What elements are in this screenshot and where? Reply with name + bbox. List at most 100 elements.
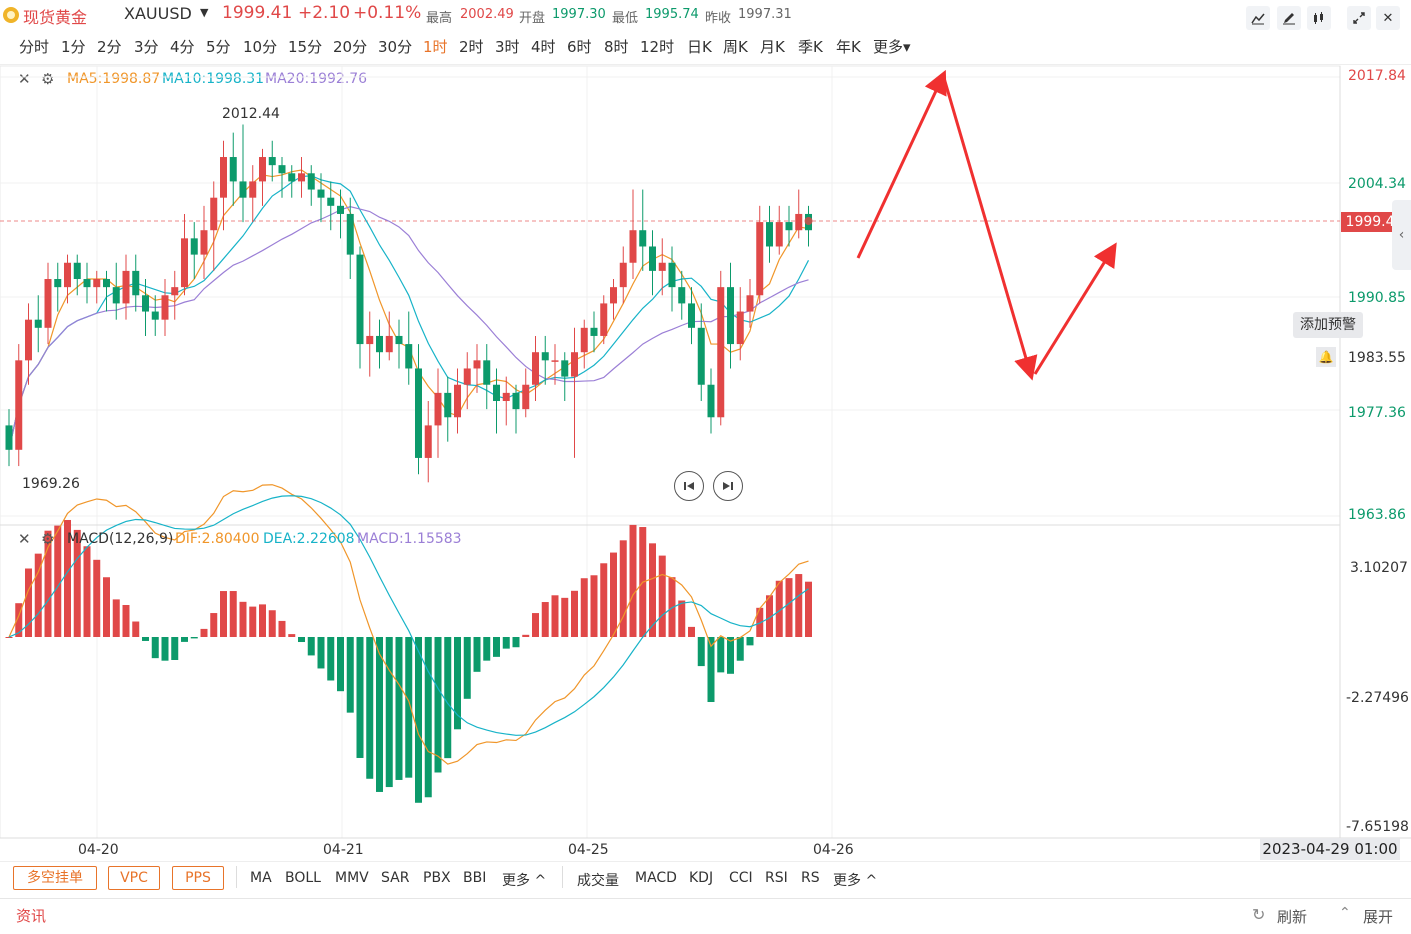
- main-indicator-item[interactable]: BOLL: [285, 870, 321, 886]
- period-tab[interactable]: 12时: [640, 38, 675, 56]
- sub-indicator-item[interactable]: 更多 ^: [833, 873, 878, 889]
- main-indicator-item[interactable]: PBX: [423, 870, 451, 886]
- candle-body: [756, 222, 764, 296]
- collapse-panel-icon[interactable]: ‹: [1392, 200, 1411, 270]
- macd-bar: [356, 637, 364, 758]
- period-tab[interactable]: 1分: [61, 38, 86, 56]
- macd-settings-icon[interactable]: ⚙: [41, 530, 55, 548]
- period-tab[interactable]: 1时: [423, 38, 448, 56]
- expand-button[interactable]: 展开: [1363, 908, 1394, 926]
- period-tab[interactable]: 20分: [333, 38, 368, 56]
- expand-icon[interactable]: ⌃: [1339, 905, 1351, 921]
- period-tab[interactable]: 4分: [170, 38, 195, 56]
- period-tab[interactable]: 8时: [604, 38, 629, 56]
- period-tab[interactable]: 4时: [531, 38, 556, 56]
- main-indicator-item[interactable]: BBI: [463, 870, 487, 886]
- main-indicator-item[interactable]: 更多 ^: [502, 873, 547, 889]
- candle-body: [502, 392, 510, 402]
- period-tab[interactable]: 更多▾: [873, 38, 911, 56]
- order-book-tag-button[interactable]: 多空挂单: [13, 866, 97, 890]
- period-tab[interactable]: 15分: [288, 38, 323, 56]
- period-tab[interactable]: 年K: [836, 38, 861, 56]
- main-indicator-item[interactable]: MA: [250, 870, 272, 886]
- sub-indicator-item[interactable]: CCI: [729, 870, 753, 886]
- close-indicator-icon[interactable]: ✕: [18, 70, 31, 88]
- period-tab[interactable]: 月K: [760, 38, 785, 56]
- candle-body: [15, 360, 23, 450]
- pencil-icon[interactable]: [1277, 6, 1301, 30]
- sub-indicator-item[interactable]: MACD: [635, 870, 677, 886]
- period-tab[interactable]: 周K: [723, 38, 748, 56]
- sub-indicator-item[interactable]: RSI: [765, 870, 788, 886]
- period-tabs: 分时 1分 2分 3分 4分 5分 10分 15分 20分 30分 1时 2时 3时 4时 6时 8时 12时日…: [0, 36, 1000, 58]
- candle-body: [600, 303, 608, 336]
- macd-bar: [522, 634, 530, 637]
- close-macd-icon[interactable]: ✕: [18, 530, 31, 548]
- period-tab[interactable]: 3时: [495, 38, 520, 56]
- period-tab[interactable]: 日K: [687, 38, 712, 56]
- next-page-icon[interactable]: [713, 471, 743, 501]
- vpc-tag-button[interactable]: VPC: [108, 866, 160, 890]
- period-tab[interactable]: 2时: [459, 38, 484, 56]
- candle-body: [376, 335, 383, 353]
- draw-line-icon[interactable]: [1246, 6, 1270, 30]
- price-axis-label: 1990.85: [1348, 290, 1406, 306]
- prev-page-icon[interactable]: [674, 471, 704, 501]
- close-icon[interactable]: ✕: [1376, 6, 1400, 30]
- period-tab[interactable]: 5分: [206, 38, 231, 56]
- period-tab[interactable]: 分时: [19, 38, 50, 56]
- macd-bar: [83, 546, 91, 637]
- macd-bar: [15, 603, 23, 637]
- up-arrow: [1033, 242, 1117, 375]
- sub-indicator-item[interactable]: 成交量: [577, 873, 619, 889]
- settings-icon[interactable]: ⚙: [41, 70, 55, 88]
- instrument-name[interactable]: 现货黄金: [23, 8, 88, 27]
- macd-bar: [288, 634, 296, 637]
- period-tab[interactable]: 季K: [798, 38, 823, 56]
- sub-indicator-item[interactable]: RS: [801, 870, 820, 886]
- bell-icon[interactable]: 🔔: [1316, 347, 1336, 367]
- symbol-dropdown-icon[interactable]: ▼: [200, 6, 209, 19]
- macd-bar: [64, 519, 71, 637]
- news-tab[interactable]: 资讯: [16, 907, 47, 925]
- down-arrow: [942, 77, 1038, 381]
- candle-body: [571, 352, 578, 377]
- candle-body: [103, 279, 110, 288]
- refresh-button[interactable]: 刷新: [1277, 908, 1308, 926]
- candle-body: [317, 189, 325, 198]
- pps-tag-button[interactable]: PPS: [172, 866, 224, 890]
- macd-bar: [551, 595, 559, 637]
- chart-high-label: 2012.44: [222, 106, 280, 122]
- main-indicator-item[interactable]: SAR: [381, 870, 410, 886]
- macd-value: MACD:1.15583: [357, 531, 462, 547]
- period-tab[interactable]: 10分: [243, 38, 278, 56]
- macd-dif: DIF:2.80400: [175, 531, 260, 547]
- high-label: 最高: [426, 11, 453, 26]
- refresh-icon[interactable]: ↻: [1252, 905, 1266, 924]
- alert-price-label: 1983.55: [1348, 350, 1406, 366]
- sub-indicator-item[interactable]: KDJ: [689, 870, 714, 886]
- macd-bar: [307, 637, 315, 656]
- macd-bar: [249, 606, 257, 637]
- candle-body: [327, 197, 335, 206]
- period-tab[interactable]: 2分: [97, 38, 122, 56]
- candle-body: [697, 327, 705, 385]
- candle-body: [717, 287, 725, 418]
- candle-style-icon[interactable]: [1307, 6, 1331, 30]
- add-alert-button[interactable]: 添加预警: [1293, 312, 1363, 338]
- macd-bar: [220, 591, 227, 637]
- period-tab[interactable]: 30分: [378, 38, 413, 56]
- main-indicator-item[interactable]: MMV: [335, 870, 369, 886]
- period-tab[interactable]: 6时: [567, 38, 592, 56]
- candle-body: [83, 279, 91, 288]
- macd-bar: [278, 620, 286, 637]
- macd-bar: [697, 637, 705, 667]
- candle-body: [405, 344, 413, 369]
- date-axis-label: 04-25: [568, 842, 609, 858]
- candle-body: [532, 352, 539, 385]
- period-tab[interactable]: 3分: [134, 38, 159, 56]
- fullscreen-icon[interactable]: [1347, 6, 1371, 30]
- macd-legend-name: MACD(12,26,9): [67, 531, 174, 547]
- instrument-symbol[interactable]: XAUUSD: [124, 4, 192, 23]
